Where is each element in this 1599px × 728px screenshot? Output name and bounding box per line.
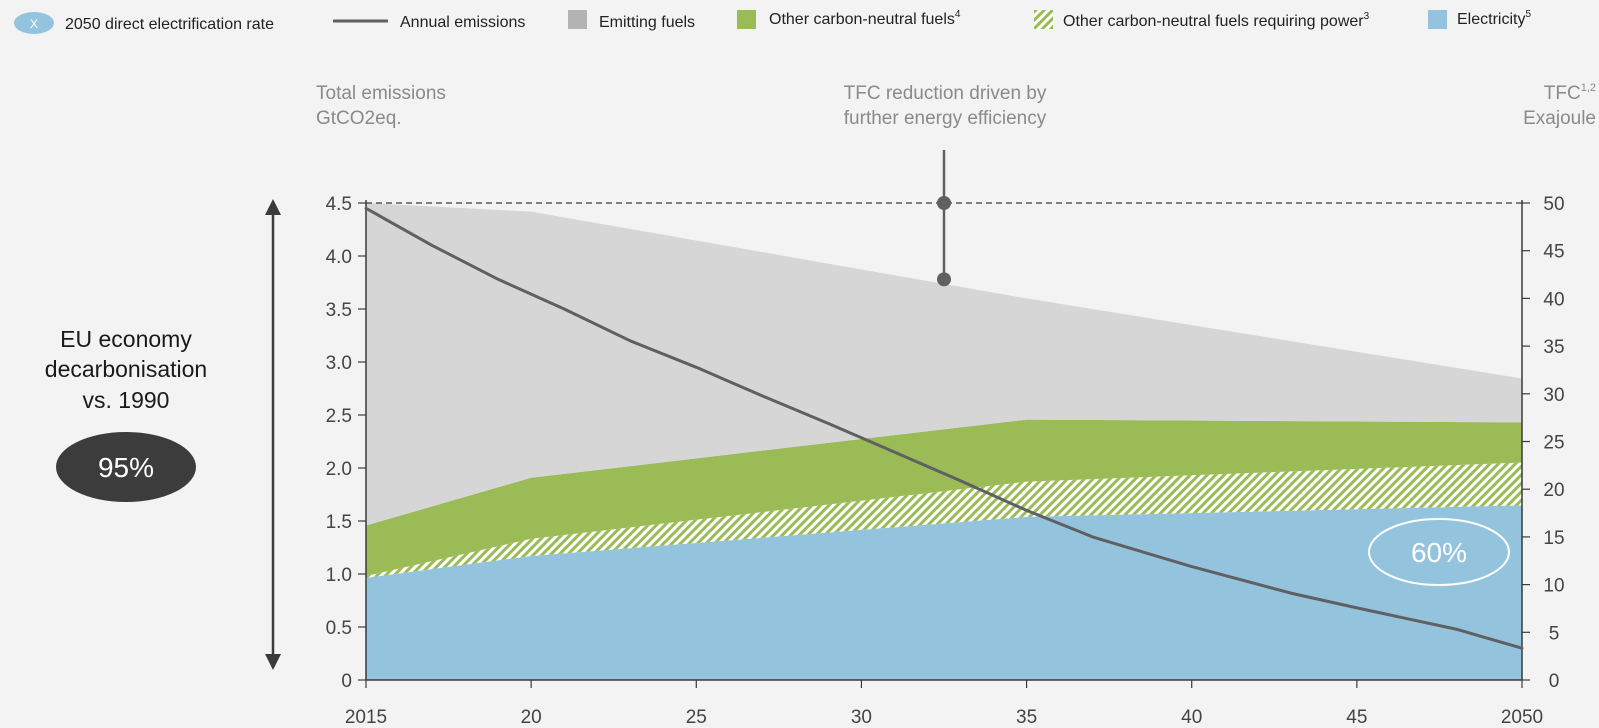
right-tick-label: 0 (1549, 671, 1560, 692)
right-tick-label: 35 (1543, 337, 1564, 358)
axes: 0 0.5 1.0 1.5 2.0 2.5 3.0 3.5 4.0 4.5 0 5 10 15 20 25 30… (326, 194, 1565, 728)
left-axis-title: Total emissions (316, 83, 446, 104)
annotation-marker-bottom (937, 272, 951, 287)
legend-swatch-rate-text: X (30, 17, 38, 31)
decarbonisation-panel: EU economy decarbonisation vs. 1990 95% (45, 199, 281, 670)
left-tick-label: 0.5 (326, 618, 352, 639)
arrow-down-icon (265, 654, 281, 670)
x-tick-label: 20 (521, 707, 542, 728)
emissions-line (364, 206, 1524, 650)
x-tick-label: 2050 (1501, 707, 1543, 728)
right-tick-label: 20 (1543, 480, 1564, 501)
legend-swatch-rate (14, 12, 54, 34)
area-other-neutral (366, 419, 1522, 576)
right-tick-label: 5 (1549, 623, 1560, 644)
annotation-marker-top (937, 196, 951, 210)
left-axis-unit: GtCO2eq. (316, 108, 402, 129)
x-tick-label: 2015 (345, 707, 387, 728)
right-tick-label: 45 (1543, 242, 1564, 263)
legend-label-other-neutral: Other carbon-neutral fuels4 (769, 9, 961, 28)
legend: X 2050 direct electrification rate Annua… (14, 9, 1531, 34)
area-emitting (366, 203, 1522, 526)
left-tick-label: 0 (341, 671, 352, 692)
x-tick-label: 40 (1181, 707, 1202, 728)
legend-label-electricity: Electricity5 (1457, 9, 1531, 28)
annotation-group (937, 150, 951, 287)
left-tick-label: 3.5 (326, 300, 352, 321)
x-tick-label: 30 (851, 707, 872, 728)
areas (366, 203, 1522, 680)
decarbonisation-line3: vs. 1990 (83, 387, 170, 413)
x-tick-label: 25 (686, 707, 707, 728)
right-tick-label: 30 (1543, 385, 1564, 406)
right-tick-label: 10 (1543, 576, 1564, 597)
right-tick-label: 40 (1543, 289, 1564, 310)
right-tick-label: 50 (1543, 194, 1564, 215)
decarbonisation-line1: EU economy (60, 326, 192, 352)
right-axis-unit: Exajoule (1523, 108, 1596, 129)
left-tick-label: 2.0 (326, 459, 352, 480)
arrow-up-icon (265, 199, 281, 215)
legend-label-rate: 2050 direct electrification rate (65, 16, 274, 33)
legend-label-power-fuels: Other carbon-neutral fuels requiring pow… (1063, 11, 1370, 30)
left-tick-label: 3.0 (326, 353, 352, 374)
emissions-group (364, 206, 1524, 650)
electrification-rate-ellipse (1368, 518, 1510, 586)
area-power-fuels (366, 462, 1522, 578)
left-tick-label: 1.5 (326, 512, 352, 533)
decarbonisation-line2: decarbonisation (45, 356, 207, 382)
left-tick-label: 4.5 (326, 194, 352, 215)
right-tick-label: 25 (1543, 433, 1564, 454)
left-tick-label: 1.0 (326, 565, 352, 586)
electrification-rate-badge: 60% (1368, 518, 1510, 586)
electrification-rate-value: 60% (1411, 537, 1467, 568)
x-tick-label: 35 (1016, 707, 1037, 728)
right-axis-title: TFC1,2 (1544, 82, 1596, 104)
decarbonisation-value: 95% (98, 452, 154, 483)
annotation-text-line1: TFC reduction driven by (844, 83, 1047, 104)
legend-swatch-power-fuels (1034, 10, 1053, 29)
left-tick-label: 2.5 (326, 406, 352, 427)
x-tick-label: 45 (1346, 707, 1367, 728)
left-tick-label: 4.0 (326, 247, 352, 268)
legend-label-emitting: Emitting fuels (599, 14, 695, 31)
decarbonisation-pill (56, 432, 196, 502)
annotation-text-line2: further energy efficiency (844, 108, 1047, 129)
legend-swatch-emitting (568, 10, 587, 29)
legend-swatch-other-neutral (737, 10, 756, 29)
legend-swatch-electricity (1428, 10, 1447, 29)
legend-label-emissions: Annual emissions (400, 14, 525, 31)
area-electricity (366, 505, 1522, 680)
right-tick-label: 15 (1543, 528, 1564, 549)
